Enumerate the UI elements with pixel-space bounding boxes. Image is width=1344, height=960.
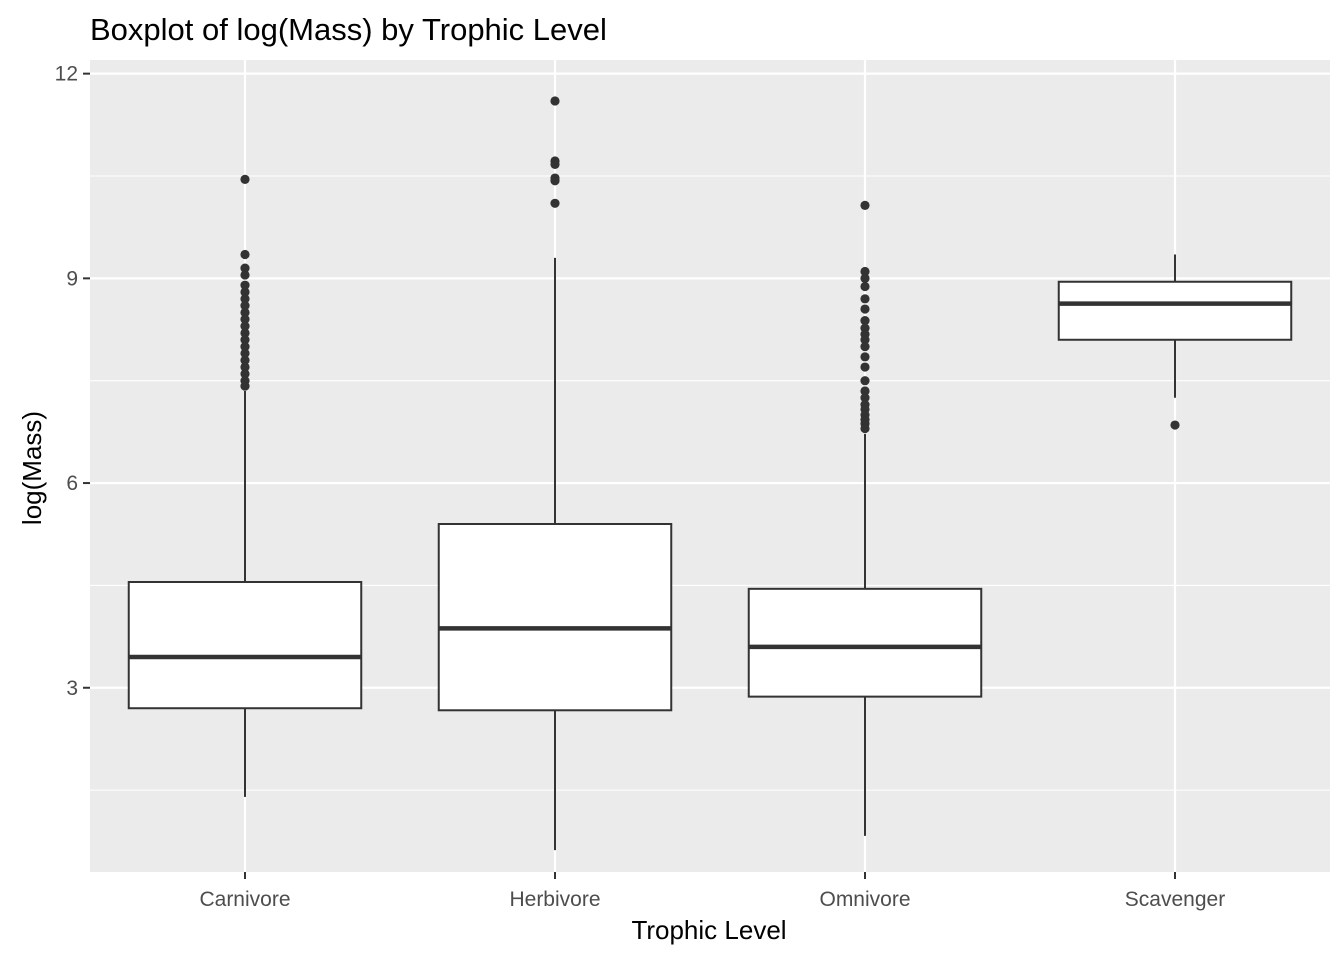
outlier-point bbox=[240, 328, 250, 338]
outlier-point bbox=[240, 294, 250, 304]
outlier-point bbox=[240, 321, 250, 331]
box-omnivore bbox=[747, 200, 983, 836]
outlier-point bbox=[240, 270, 250, 280]
outlier-point bbox=[240, 287, 250, 297]
outlier-point bbox=[1170, 420, 1180, 430]
x-tick-label: Carnivore bbox=[199, 888, 290, 911]
x-axis-title: Trophic Level bbox=[631, 915, 786, 945]
outlier-point bbox=[240, 362, 250, 372]
x-tick-label: Omnivore bbox=[819, 888, 910, 911]
outlier-point bbox=[860, 352, 870, 362]
y-axis: 3 6 9 12 bbox=[55, 63, 90, 700]
y-tick-label: 12 bbox=[55, 63, 78, 86]
outlier-point bbox=[240, 355, 250, 365]
outlier-point bbox=[240, 249, 250, 260]
outlier-point bbox=[860, 362, 870, 372]
outlier-point bbox=[240, 263, 250, 273]
box-iqr bbox=[1057, 280, 1293, 341]
y-tick-label: 6 bbox=[66, 472, 78, 495]
outlier-point bbox=[860, 386, 870, 396]
outlier-point bbox=[240, 381, 250, 391]
x-tick-label: Herbivore bbox=[509, 888, 600, 911]
box-iqr bbox=[437, 523, 673, 712]
y-tick-label: 3 bbox=[66, 677, 78, 700]
outlier-point bbox=[550, 176, 560, 186]
outlier-point bbox=[240, 314, 250, 324]
outlier-point bbox=[860, 294, 870, 304]
outlier-point bbox=[240, 307, 250, 318]
outlier-point bbox=[240, 280, 250, 290]
outlier-point bbox=[240, 301, 250, 311]
outlier-point bbox=[860, 393, 870, 403]
y-axis-title: log(Mass) bbox=[17, 411, 47, 525]
outlier-point bbox=[860, 341, 870, 352]
outlier-point bbox=[550, 159, 560, 169]
outlier-point bbox=[240, 174, 250, 185]
outlier-point bbox=[240, 348, 250, 359]
box-iqr bbox=[127, 581, 363, 710]
plot-panel bbox=[90, 60, 1330, 872]
outlier-point bbox=[860, 335, 870, 345]
x-axis: Carnivore Herbivore Omnivore Scavenger bbox=[199, 872, 1225, 911]
outlier-point bbox=[860, 376, 870, 386]
box-iqr bbox=[747, 587, 983, 698]
box-carnivore bbox=[127, 174, 363, 797]
outlier-point bbox=[860, 273, 870, 283]
chart-title: Boxplot of log(Mass) by Trophic Level bbox=[90, 12, 607, 47]
outlier-point bbox=[240, 369, 250, 379]
outlier-point bbox=[860, 316, 870, 326]
outlier-point bbox=[860, 200, 870, 210]
outlier-point bbox=[550, 198, 560, 208]
box-layer bbox=[127, 96, 1293, 851]
box-herbivore bbox=[437, 96, 673, 851]
x-tick-label: Scavenger bbox=[1125, 888, 1225, 911]
outlier-point bbox=[860, 266, 870, 277]
outlier-point bbox=[240, 335, 250, 345]
outlier-point bbox=[240, 341, 250, 352]
outlier-point bbox=[860, 304, 870, 314]
outlier-point bbox=[550, 96, 560, 106]
outlier-point bbox=[860, 281, 870, 292]
outlier-point bbox=[860, 423, 870, 434]
box-scavenger bbox=[1057, 254, 1293, 430]
y-tick-label: 9 bbox=[66, 267, 78, 290]
